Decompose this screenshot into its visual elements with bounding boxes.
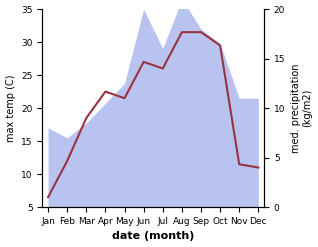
- X-axis label: date (month): date (month): [112, 231, 194, 242]
- Y-axis label: max temp (C): max temp (C): [5, 74, 16, 142]
- Y-axis label: med. precipitation
(kg/m2): med. precipitation (kg/m2): [291, 63, 313, 153]
